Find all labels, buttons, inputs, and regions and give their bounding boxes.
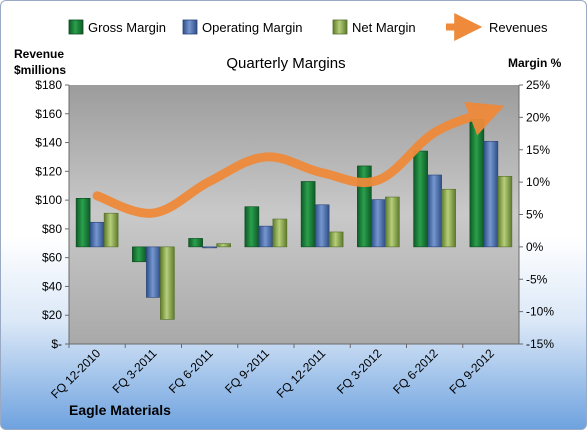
right-tick-label: 15%	[526, 143, 550, 157]
right-tick-label: -10%	[526, 305, 554, 319]
legend-swatch-operating	[182, 19, 198, 35]
legend-label-net: Net Margin	[352, 20, 416, 35]
x-tick-label: FQ 12-2011	[274, 346, 329, 401]
revenue-point	[96, 195, 98, 197]
bar-operating-margin	[314, 204, 330, 248]
left-tick-label: $-	[51, 337, 62, 351]
bar-operating-margin	[371, 199, 386, 248]
left-tick-label: $100	[35, 193, 62, 207]
revenue-point	[377, 179, 379, 181]
bar-gross-margin	[188, 238, 203, 248]
left-tick-label: $180	[35, 78, 62, 92]
bar-net-margin	[328, 231, 344, 248]
right-axis-title: Margin %	[508, 56, 562, 70]
bar-gross-margin	[132, 246, 147, 263]
bars	[75, 119, 513, 320]
bar-gross-margin	[413, 150, 428, 248]
x-axis-ticks: FQ 12-2010 FQ 3-2011 FQ 6-2011 FQ 9-2011 FQ …	[48, 344, 497, 401]
x-tick-label: FQ 6-2012	[390, 346, 441, 397]
revenue-point	[209, 180, 211, 182]
x-tick-label: FQ 3-2012	[334, 346, 385, 397]
bar-net-margin	[216, 243, 231, 248]
bar-operating-margin	[483, 141, 499, 248]
bar-net-margin	[272, 218, 288, 248]
bar-net-margin	[441, 188, 456, 248]
company-name: Eagle Materials	[69, 402, 171, 418]
chart-title: Quarterly Margins	[226, 55, 345, 72]
bar-net-margin	[103, 212, 119, 248]
bar-net-margin	[497, 175, 513, 248]
right-tick-label: 25%	[526, 78, 550, 92]
x-tick-label: FQ 12-2010	[48, 346, 103, 401]
bar-gross-margin	[300, 181, 316, 248]
bar-operating-margin	[427, 174, 442, 248]
left-tick-label: $120	[35, 164, 62, 178]
revenue-point	[321, 172, 323, 174]
legend-swatch-net	[332, 19, 348, 35]
legend-label-revenues: Revenues	[489, 20, 548, 35]
revenue-series-line	[92, 101, 505, 218]
legend-swatch-gross	[68, 19, 84, 35]
left-axis-title-line1: Revenue	[14, 47, 64, 61]
bar-operating-margin	[258, 225, 274, 248]
right-tick-label: 0%	[526, 240, 544, 254]
bar-gross-margin	[244, 206, 260, 248]
left-tick-label: $160	[35, 107, 62, 121]
left-tick-label: $20	[42, 308, 62, 322]
revenue-point	[265, 156, 267, 158]
left-tick-label: $60	[42, 251, 62, 265]
left-tick-label: $80	[42, 222, 62, 236]
left-tick-label: $140	[35, 136, 62, 150]
legend: Gross Margin Operating Margin Net Margin…	[68, 13, 548, 41]
bar-operating-margin	[89, 221, 105, 248]
left-tick-label: $40	[42, 279, 62, 293]
x-tick-label: FQ 9-2012	[447, 346, 498, 397]
bar-net-margin	[160, 246, 175, 320]
legend-label-operating: Operating Margin	[202, 20, 302, 35]
right-tick-label: -15%	[526, 337, 554, 351]
bar-gross-margin	[75, 198, 91, 248]
axes: $180 $160 $140 $120 $100 $80 $60 $40 $20 $- 25% 20%…	[35, 78, 554, 351]
bar-operating-margin	[202, 246, 217, 249]
revenue-point	[152, 212, 154, 214]
bar-net-margin	[385, 196, 400, 248]
right-tick-label: 10%	[526, 175, 550, 189]
revenue-point	[490, 110, 492, 112]
bar-operating-margin	[146, 246, 161, 298]
x-tick-label: FQ 9-2011	[222, 346, 272, 396]
legend-label-gross: Gross Margin	[88, 20, 166, 35]
right-tick-label: 5%	[526, 208, 544, 222]
revenue-point	[434, 131, 436, 133]
revenue-line	[92, 101, 505, 218]
x-tick-label: FQ 6-2011	[166, 346, 216, 396]
x-tick-label: FQ 3-2011	[110, 346, 160, 396]
left-axis-title-line2: $millions	[14, 63, 66, 77]
bar-gross-margin	[469, 119, 485, 248]
right-tick-label: -5%	[526, 272, 548, 286]
right-tick-label: 20%	[526, 110, 550, 124]
